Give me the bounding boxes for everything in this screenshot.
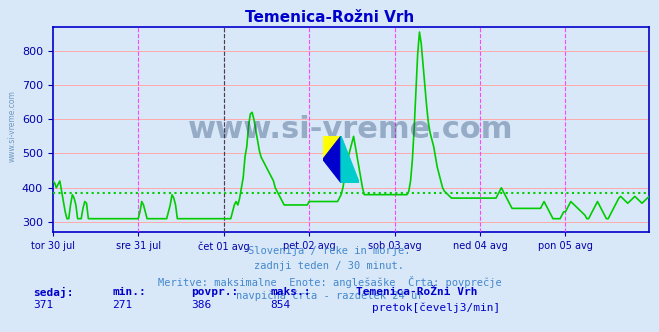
Text: Temenica-Rožni Vrh: Temenica-Rožni Vrh	[245, 10, 414, 25]
Text: www.si-vreme.com: www.si-vreme.com	[8, 90, 17, 162]
Text: 271: 271	[112, 300, 132, 310]
Polygon shape	[341, 136, 359, 183]
Polygon shape	[323, 136, 341, 183]
Text: www.si-vreme.com: www.si-vreme.com	[188, 115, 513, 144]
Text: Temenica-RoŽni Vrh: Temenica-RoŽni Vrh	[356, 287, 477, 297]
Text: Meritve: maksimalne  Enote: anglešaške  Črta: povprečje: Meritve: maksimalne Enote: anglešaške Čr…	[158, 276, 501, 288]
Text: min.:: min.:	[112, 287, 146, 297]
Text: 854: 854	[270, 300, 291, 310]
Text: zadnji teden / 30 minut.: zadnji teden / 30 minut.	[254, 261, 405, 271]
Text: 386: 386	[191, 300, 212, 310]
Text: povpr.:: povpr.:	[191, 287, 239, 297]
Polygon shape	[323, 136, 341, 159]
Text: sedaj:: sedaj:	[33, 287, 73, 298]
Text: navpična črta - razdelek 24 ur: navpična črta - razdelek 24 ur	[236, 290, 423, 301]
Text: pretok[čevelj3/min]: pretok[čevelj3/min]	[372, 302, 501, 313]
Text: maks.:: maks.:	[270, 287, 310, 297]
Text: 371: 371	[33, 300, 53, 310]
Text: Slovenija / reke in morje.: Slovenija / reke in morje.	[248, 246, 411, 256]
